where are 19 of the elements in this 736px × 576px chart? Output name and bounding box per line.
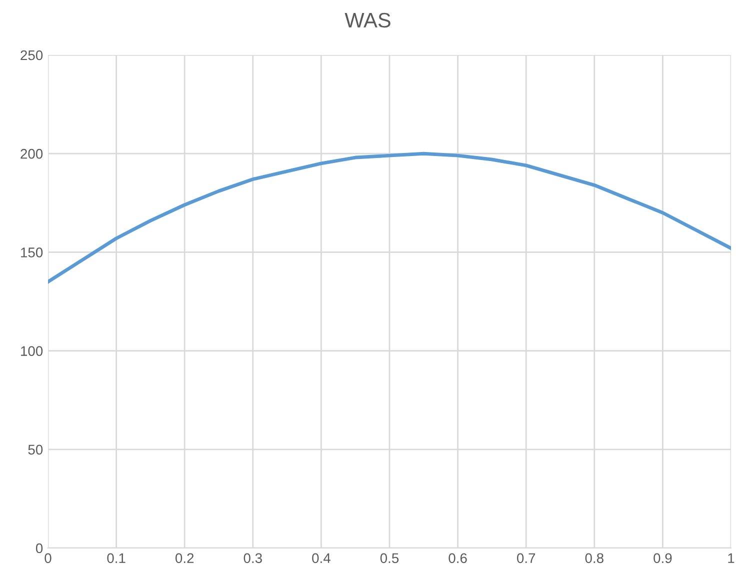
y-tick-label: 200	[20, 148, 43, 159]
x-tick-label: 0.3	[244, 553, 262, 564]
x-tick-label: 0.8	[585, 553, 604, 564]
x-tick-label: 0.1	[107, 553, 126, 564]
y-tick-label: 50	[28, 444, 43, 455]
x-tick-label: 0.2	[175, 553, 194, 564]
chart-title: WAS	[344, 12, 390, 28]
x-tick-label: 0	[44, 553, 52, 564]
x-tick-label: 0.9	[654, 553, 672, 564]
y-tick-label: 250	[20, 50, 43, 60]
line-series	[48, 152, 731, 284]
y-tick-label: 150	[21, 248, 43, 258]
x-tick-label: 0.7	[516, 553, 536, 564]
x-tick-label: 0.5	[380, 553, 399, 564]
x-tick-label: 1	[728, 553, 734, 563]
y-tick-label: 0	[36, 543, 43, 554]
y-tick-label: 100	[21, 346, 43, 356]
x-tick-label: 0.4	[312, 553, 330, 564]
x-tick-label: 0.6	[448, 553, 467, 564]
